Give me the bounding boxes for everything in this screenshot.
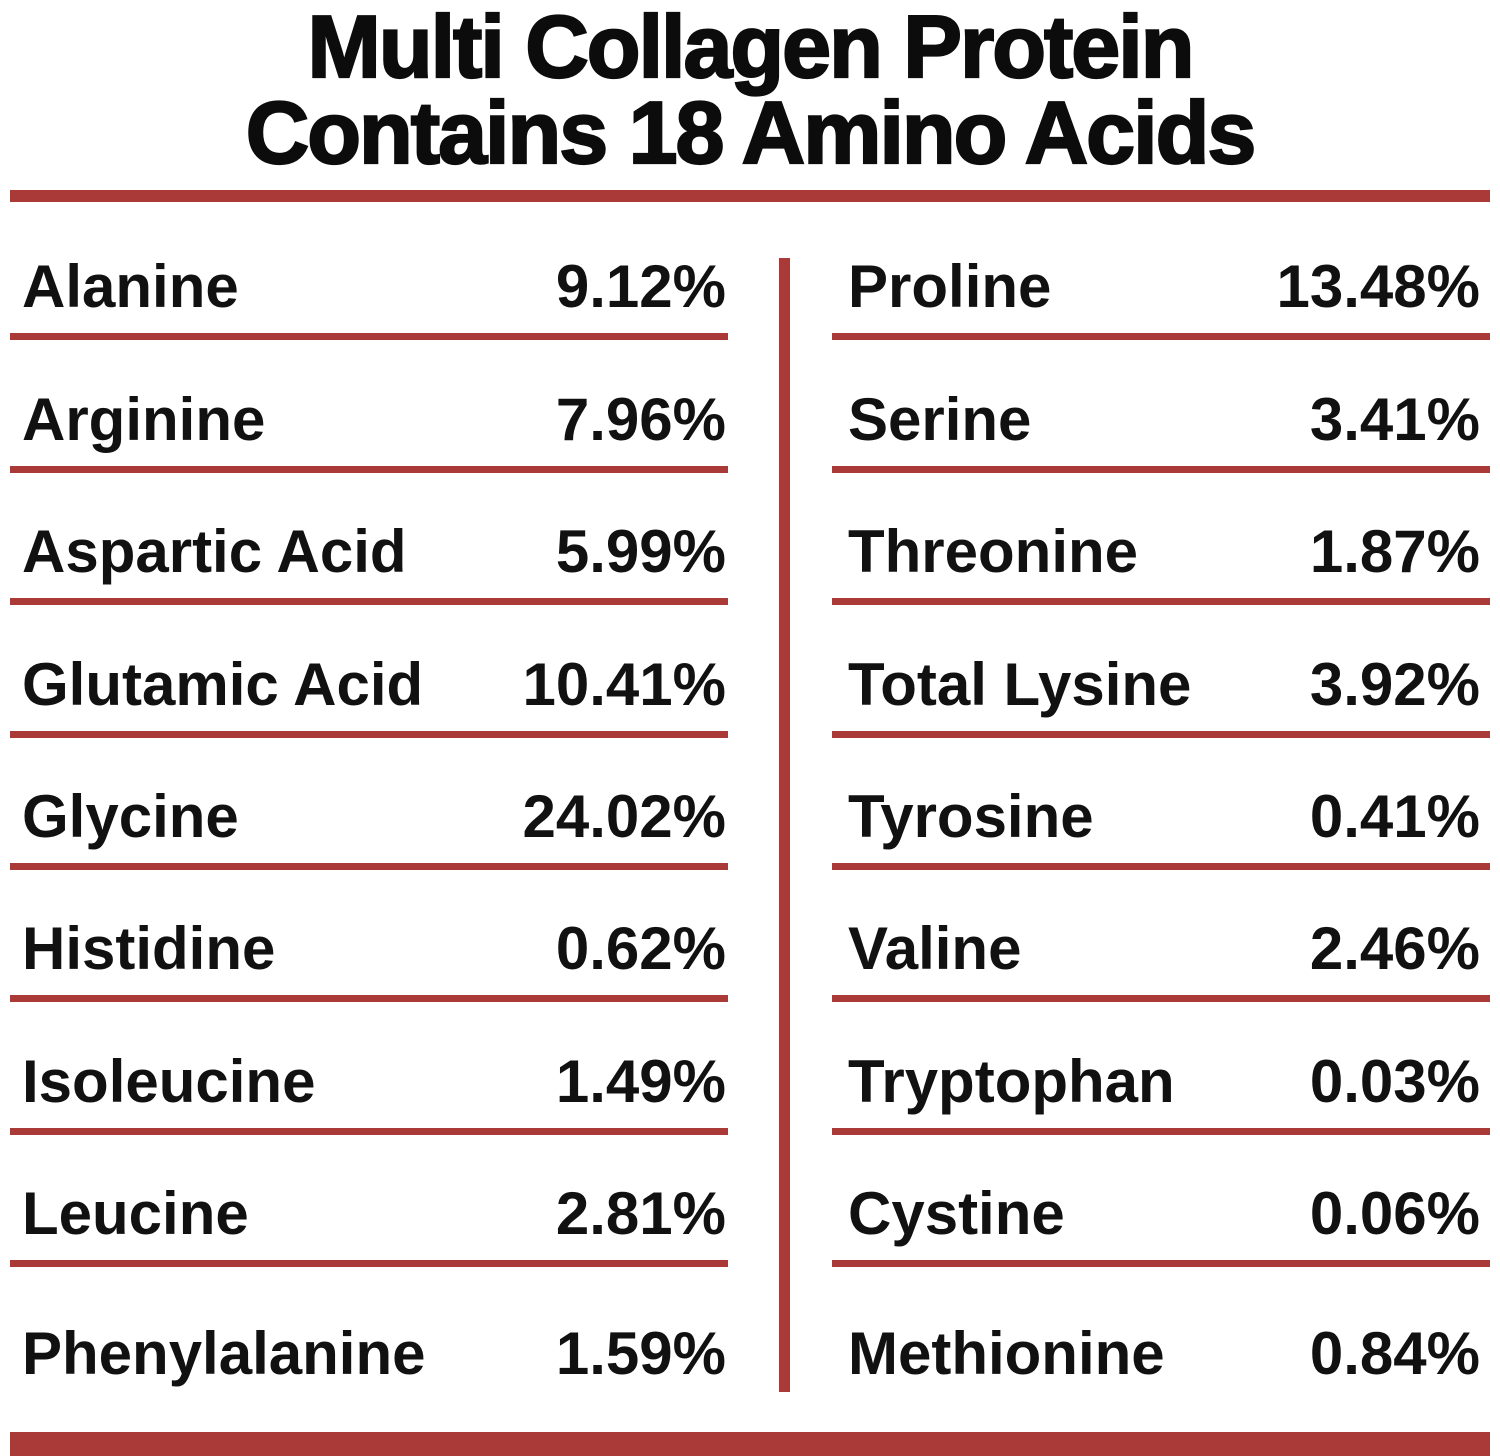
table-row: Aspartic Acid 5.99%	[10, 473, 728, 606]
amino-name: Total Lysine	[848, 650, 1192, 718]
amino-name: Cystine	[848, 1180, 1065, 1248]
amino-name: Tyrosine	[848, 782, 1094, 850]
amino-table-right-column: Proline 13.48% Serine 3.41% Threonine 1.87%…	[832, 208, 1490, 1400]
bottom-divider-bar	[10, 1432, 1490, 1456]
top-divider-bar	[10, 190, 1490, 202]
amino-value: 1.87%	[1309, 518, 1480, 586]
amino-name: Serine	[848, 385, 1032, 453]
table-row: Valine 2.46%	[832, 870, 1490, 1003]
table-row: Glutamic Acid 10.41%	[10, 605, 728, 738]
amino-name: Methionine	[848, 1319, 1165, 1387]
amino-value: 13.48%	[1276, 253, 1481, 321]
amino-value: 0.03%	[1309, 1047, 1480, 1115]
amino-name: Tryptophan	[848, 1047, 1175, 1115]
amino-name: Valine	[848, 915, 1022, 983]
page-title-line-1: Multi Collagen Protein	[306, 0, 1195, 96]
amino-value: 10.41%	[522, 650, 727, 718]
amino-value: 1.49%	[555, 1047, 726, 1115]
page-title: Multi Collagen Protein Contains 18 Amino …	[0, 0, 1500, 177]
table-row: Isoleucine 1.49%	[10, 1002, 728, 1135]
amino-value: 5.99%	[555, 518, 726, 586]
amino-name: Arginine	[22, 385, 266, 453]
page-title-line-2: Contains 18 Amino Acids	[245, 83, 1258, 183]
amino-value: 2.46%	[1309, 915, 1480, 983]
amino-table-left-column: Alanine 9.12% Arginine 7.96% Aspartic Acid…	[10, 208, 728, 1400]
table-row: Tryptophan 0.03%	[832, 1002, 1490, 1135]
table-row: Alanine 9.12%	[10, 208, 728, 341]
vertical-divider	[779, 258, 790, 1392]
amino-name: Glutamic Acid	[22, 650, 424, 718]
amino-name: Glycine	[22, 782, 239, 850]
amino-name: Aspartic Acid	[22, 518, 407, 586]
amino-name: Proline	[848, 253, 1052, 321]
amino-value: 0.41%	[1309, 782, 1480, 850]
amino-name: Alanine	[22, 253, 239, 321]
table-row: Glycine 24.02%	[10, 738, 728, 870]
table-row: Histidine 0.62%	[10, 870, 728, 1003]
amino-value: 2.81%	[555, 1180, 726, 1248]
table-row: Cystine 0.06%	[832, 1135, 1490, 1268]
amino-value: 9.12%	[555, 253, 726, 321]
table-row: Arginine 7.96%	[10, 340, 728, 473]
table-row: Tyrosine 0.41%	[832, 738, 1490, 870]
amino-value: 3.92%	[1309, 650, 1480, 718]
table-row: Leucine 2.81%	[10, 1135, 728, 1268]
amino-name: Isoleucine	[22, 1047, 316, 1115]
table-row: Phenylalanine 1.59%	[10, 1267, 728, 1399]
table-row: Total Lysine 3.92%	[832, 605, 1490, 738]
table-row: Serine 3.41%	[832, 340, 1490, 473]
amino-value: 1.59%	[555, 1319, 726, 1387]
amino-value: 0.62%	[555, 915, 726, 983]
amino-name: Leucine	[22, 1180, 249, 1248]
amino-value: 3.41%	[1309, 385, 1480, 453]
amino-value: 0.84%	[1309, 1319, 1480, 1387]
amino-value: 7.96%	[555, 385, 726, 453]
table-row: Proline 13.48%	[832, 208, 1490, 341]
amino-value: 0.06%	[1309, 1180, 1480, 1248]
table-row: Methionine 0.84%	[832, 1267, 1490, 1399]
amino-name: Threonine	[848, 518, 1139, 586]
amino-name: Histidine	[22, 915, 276, 983]
table-row: Threonine 1.87%	[832, 473, 1490, 606]
amino-name: Phenylalanine	[22, 1319, 426, 1387]
amino-value: 24.02%	[522, 782, 727, 850]
